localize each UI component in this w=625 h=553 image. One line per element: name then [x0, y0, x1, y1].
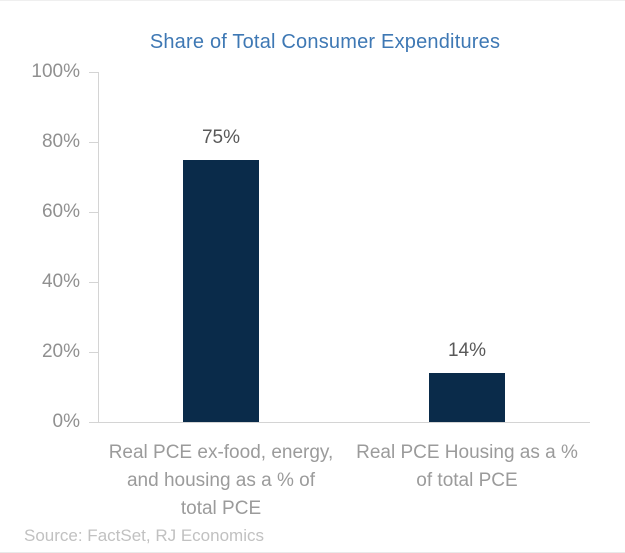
x-category-label-line: Real PCE Housing as a %	[356, 442, 578, 463]
chart-title: Share of Total Consumer Expenditures	[149, 31, 501, 53]
x-category-label-line: Real PCE ex-food, energy,	[108, 442, 334, 463]
bar	[429, 373, 505, 422]
y-axis-line	[98, 72, 99, 422]
x-category-label-line: total PCE	[180, 498, 262, 519]
x-category-label: Real PCE ex-food, energy, and housing as …	[98, 439, 344, 523]
y-tick-label: 40%	[41, 271, 80, 292]
x-axis-baseline	[98, 422, 590, 423]
bar-value-label: 75%	[201, 126, 241, 148]
source-note: Source: FactSet, RJ Economics	[24, 526, 264, 545]
y-tick-mark	[89, 352, 98, 353]
y-tick-mark	[89, 422, 98, 423]
bar	[183, 159, 259, 422]
x-category-label-line: and housing as a % of	[126, 470, 316, 491]
y-tick-mark	[89, 282, 98, 283]
y-tick-label: 80%	[41, 131, 80, 152]
y-tick-label: 60%	[41, 201, 80, 222]
y-tick-mark	[89, 212, 98, 213]
y-tick-label: 0%	[52, 411, 80, 432]
y-tick-label: 20%	[41, 341, 80, 362]
x-category-label: Real PCE Housing as a % of total PCE	[344, 439, 590, 495]
y-tick-label: 100%	[31, 61, 80, 82]
bar-value-label: 14%	[447, 340, 487, 361]
x-category-label-line: of total PCE	[416, 470, 518, 491]
y-tick-mark	[89, 142, 98, 143]
y-tick-mark	[89, 72, 98, 73]
